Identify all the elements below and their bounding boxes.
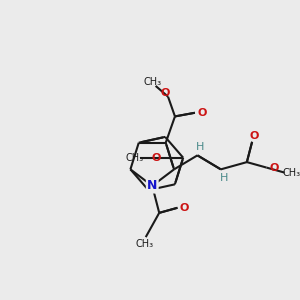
Text: H: H <box>196 142 205 152</box>
Text: CH₃: CH₃ <box>144 77 162 87</box>
Text: O: O <box>269 163 279 172</box>
Text: O: O <box>179 203 189 213</box>
Text: N: N <box>147 179 158 192</box>
Text: CH₃: CH₃ <box>282 168 300 178</box>
Text: O: O <box>152 153 161 163</box>
Text: O: O <box>160 88 170 98</box>
Text: CH₃: CH₃ <box>125 153 143 163</box>
Text: O: O <box>198 108 207 118</box>
Text: H: H <box>220 173 228 183</box>
Text: CH₃: CH₃ <box>136 239 154 249</box>
Text: O: O <box>249 131 259 141</box>
